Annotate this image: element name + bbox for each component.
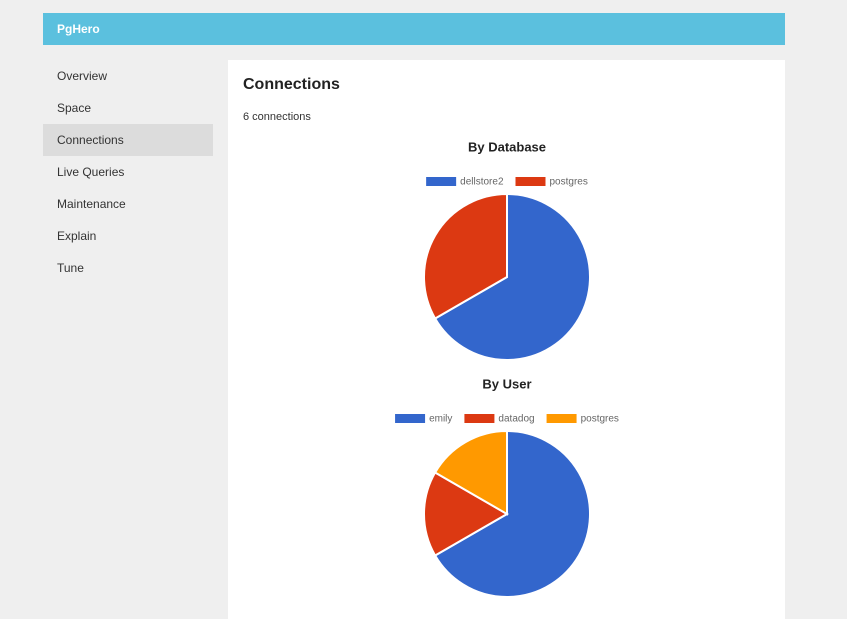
nav-item[interactable]: Space	[57, 101, 92, 115]
legend-swatch	[426, 177, 457, 186]
legend-label: postgres	[581, 414, 619, 425]
nav-item[interactable]: Live Queries	[57, 165, 125, 179]
legend-swatch	[515, 177, 546, 186]
header-title[interactable]: PgHero	[43, 13, 785, 45]
legend-swatch	[395, 414, 426, 423]
pie-slice	[433, 192, 591, 361]
content-panel: Connections 6 connections By Database del…	[228, 60, 785, 619]
charts: By Database dellstore2 postgres By User emil…	[395, 139, 619, 598]
nav-item[interactable]: Overview	[57, 69, 108, 83]
summary: 6 connections	[243, 111, 311, 123]
legend-label: datadog	[498, 414, 534, 425]
legend: emily datadog postgres	[395, 414, 619, 425]
nav-item[interactable]: Connections	[43, 124, 213, 156]
nav-item[interactable]: Maintenance	[57, 197, 126, 211]
pie-slice	[433, 429, 591, 598]
pie-slice	[433, 429, 508, 516]
legend: dellstore2 postgres	[426, 177, 588, 188]
sidebar: Overview Space Connections Live Queries Main…	[43, 60, 213, 284]
nav-item[interactable]: Tune	[57, 261, 84, 275]
chart-title: By User	[482, 376, 531, 391]
pie-slice	[423, 471, 509, 557]
nav-item[interactable]: Explain	[57, 229, 97, 243]
page-title: Connections	[243, 76, 340, 93]
chart-title: By Database	[468, 139, 546, 154]
pie-slice	[423, 192, 508, 320]
legend-label: dellstore2	[460, 177, 504, 188]
legend-swatch	[546, 414, 577, 423]
legend-label: postgres	[550, 177, 588, 188]
legend-label: emily	[429, 414, 452, 425]
legend-swatch	[464, 414, 495, 423]
